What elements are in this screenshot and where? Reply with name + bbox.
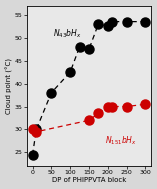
Text: $N_{151}bH_x$: $N_{151}bH_x$ [105,135,137,147]
X-axis label: DP of PHIPPVTA block: DP of PHIPPVTA block [52,177,126,184]
Text: $N_{43}bH_x$: $N_{43}bH_x$ [53,27,82,40]
Y-axis label: Cloud point (°C): Cloud point (°C) [5,58,13,114]
